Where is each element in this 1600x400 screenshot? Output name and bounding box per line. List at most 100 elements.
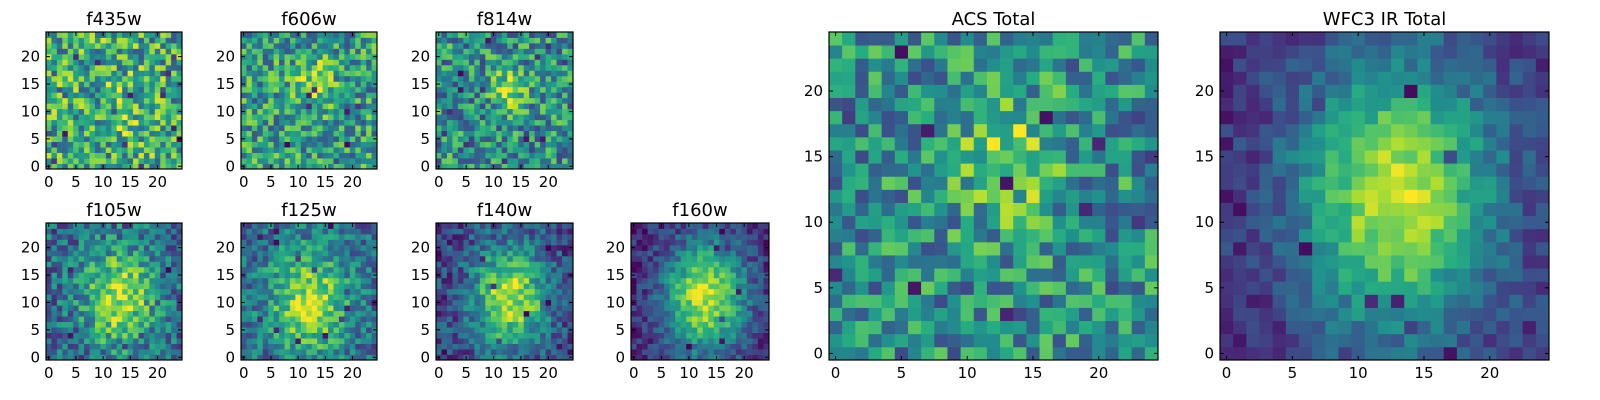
heatmap-cell [529,114,536,121]
heatmap-cell [446,158,453,164]
heatmap-cell [160,48,167,55]
y-tick-label: 20 [21,239,40,257]
heatmap-cell [1092,294,1106,308]
heatmap-cell [246,354,253,361]
heatmap-cell [507,244,514,251]
heatmap-cell [100,119,107,126]
heatmap-cell [84,266,90,273]
heatmap-cell [457,255,464,262]
heatmap-cell [868,163,883,177]
heatmap-cell [441,283,448,290]
heatmap-cell [436,343,442,350]
heatmap-cell [735,310,742,317]
heatmap-cell [100,75,107,82]
heatmap-cell [702,250,709,257]
heatmap-cell [647,261,654,268]
heatmap-cell [479,277,486,284]
heatmap-cell [551,81,557,88]
heatmap-cell [251,277,258,284]
heatmap-cell [855,163,869,177]
heatmap-cell [921,255,935,269]
heatmap-cell [122,42,128,49]
heatmap-cell [642,233,648,240]
heatmap-cell [262,70,269,77]
heatmap-cell [636,310,643,317]
heatmap-cell [284,354,291,361]
heatmap-cell [680,283,687,290]
heatmap-cell [746,261,753,268]
heatmap-cell [344,136,351,142]
heatmap-cell [46,255,52,262]
heatmap-cell [763,343,770,350]
heatmap-cell [268,255,275,262]
heatmap-cell [171,239,177,246]
heatmap-cell [669,277,676,284]
heatmap-cell [501,244,508,251]
heatmap-cell [149,299,156,306]
heatmap-cell [868,228,883,243]
heatmap-cell [457,158,464,164]
heatmap-cell [556,32,563,38]
heatmap-cell [1013,333,1027,348]
heatmap-cell [295,266,302,273]
heatmap-cell [468,338,475,344]
heatmap-cell [551,97,557,104]
heatmap-cell [116,158,123,164]
heatmap-cell [241,42,247,49]
heatmap-cell [366,349,372,355]
heatmap-cell [67,37,74,44]
heatmap-cell [523,125,530,132]
heatmap-cell [485,32,492,38]
heatmap-cell [311,354,318,361]
heatmap-cell [89,250,96,257]
heatmap-cell [1013,228,1027,243]
heatmap-cell [540,332,546,339]
heatmap-cell [51,158,58,164]
heatmap-cell [457,288,464,295]
heatmap-cell [51,42,58,49]
heatmap-cell [490,42,497,49]
heatmap-cell [436,233,442,240]
heatmap-cell [501,349,508,355]
heatmap-cell [122,59,128,66]
heatmap-cell [306,272,313,279]
x-tick-label: 5 [657,364,667,382]
heatmap-cell [143,158,150,164]
heatmap-cell [311,97,318,104]
heatmap-cell [111,32,118,38]
heatmap-cell [67,158,74,164]
heatmap-cell [306,338,313,344]
heatmap-cell [355,316,362,323]
heatmap-cell [257,103,264,110]
y-tick-label: 5 [225,321,235,339]
heatmap-cell [680,261,687,268]
heatmap-cell [257,114,264,121]
heatmap-cell [338,32,345,38]
heatmap-cell [371,288,378,295]
heatmap-cell [273,261,280,268]
heatmap-cell [371,228,378,235]
heatmap-cell [556,92,563,99]
heatmap-cell [1000,163,1014,177]
heatmap-cell [51,277,58,284]
heatmap-cell [545,103,552,110]
heatmap-cell [496,119,503,126]
heatmap-cell [300,299,307,306]
heatmap-cell [986,176,1001,190]
heatmap-cell [463,141,470,148]
heatmap-cell [642,244,648,251]
heatmap-cell [338,310,345,317]
heatmap-cell [485,305,492,312]
heatmap-cell [719,272,726,279]
heatmap-cell [894,189,909,203]
heatmap-cell [94,37,101,44]
heatmap-cell [133,349,139,355]
heatmap-cell [133,158,139,164]
heatmap-cell [257,305,264,312]
heatmap-cell [73,86,80,93]
heatmap-cell [518,158,525,164]
heatmap-cell [165,81,172,88]
heatmap-cell [757,250,764,257]
heatmap-cell [680,239,687,246]
heatmap-cell [507,310,514,317]
